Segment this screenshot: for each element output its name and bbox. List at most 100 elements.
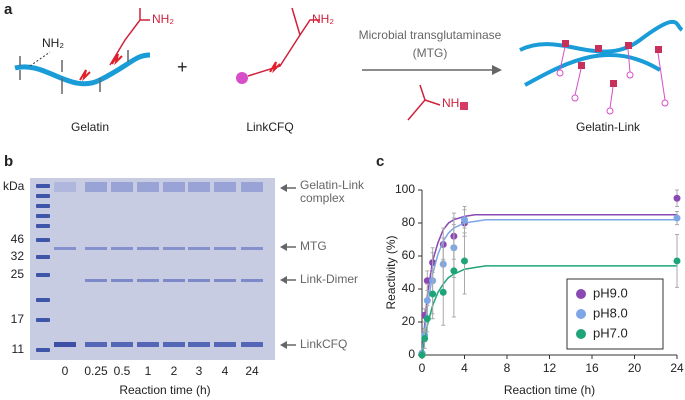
- point: [439, 288, 447, 296]
- band: [54, 247, 76, 250]
- probe-ball: [236, 72, 248, 84]
- band: [214, 247, 236, 250]
- y-axis-label: Reactivity (%): [384, 235, 398, 309]
- legend-label: pH9.0: [593, 285, 628, 300]
- gelatin-strand: [14, 52, 151, 87]
- point: [461, 216, 468, 224]
- label: Gelatin-Link: [576, 120, 641, 134]
- band-label: LinkCFQ: [300, 337, 347, 351]
- band-label: MTG: [300, 239, 327, 253]
- point: [429, 290, 437, 298]
- ladder-band: [36, 204, 50, 208]
- ladder-band: [36, 348, 50, 352]
- lane-label: 0.25: [84, 364, 108, 378]
- band: [163, 279, 185, 282]
- ladder-band: [36, 255, 50, 259]
- point: [423, 315, 431, 323]
- x-tick-label: 20: [628, 361, 642, 375]
- legend-marker: [576, 309, 586, 319]
- panel-c: c 0 20 40 60 80 100 0 4 8 12 16 20 24 Reaction time (…: [376, 153, 684, 397]
- band: [163, 182, 185, 192]
- band-label: complex: [300, 191, 345, 205]
- bond: [29, 51, 51, 67]
- panel-label: c: [376, 153, 384, 170]
- label: Gelatin: [71, 120, 109, 134]
- ladder-band: [36, 273, 50, 277]
- band: [137, 182, 159, 192]
- arrows: [19, 50, 129, 94]
- lane-label: 3: [196, 364, 203, 378]
- point: [450, 267, 458, 275]
- point: [421, 335, 429, 342]
- group-label: NH₂: [42, 36, 64, 50]
- bond-label: NH: [442, 96, 459, 110]
- band: [137, 342, 159, 347]
- ladder-band: [36, 238, 50, 242]
- point: [423, 277, 431, 285]
- point: [673, 257, 681, 265]
- band: [241, 182, 263, 192]
- point: [673, 214, 681, 222]
- ladder-band: [36, 224, 50, 228]
- band: [111, 247, 133, 250]
- lane-label: 4: [222, 364, 229, 378]
- ladder-band: [36, 184, 50, 188]
- lane-label: 1: [145, 364, 152, 378]
- band: [54, 342, 76, 347]
- linkcfq-chain: [247, 7, 320, 77]
- glutamine: [109, 8, 150, 66]
- legend-label: pH7.0: [593, 325, 628, 340]
- band: [137, 247, 159, 250]
- x-tick-label: 24: [670, 361, 684, 375]
- band: [111, 182, 133, 192]
- band: [214, 342, 236, 347]
- arrow-head: [280, 341, 287, 349]
- band: [85, 247, 107, 250]
- ladder-band: [36, 214, 50, 218]
- band: [241, 247, 263, 250]
- reactive-site: [79, 53, 123, 82]
- arrow-head: [280, 184, 287, 192]
- lane-label: 0.5: [114, 364, 131, 378]
- label: LinkCFQ: [246, 120, 293, 134]
- x-tick-label: 8: [504, 361, 511, 375]
- y-tick-label: 60: [402, 248, 416, 262]
- band: [188, 182, 210, 192]
- arrow-head: [492, 65, 502, 75]
- amide: [407, 84, 441, 121]
- panel-label: b: [4, 153, 13, 170]
- plus: +: [177, 57, 188, 77]
- band: [241, 342, 263, 347]
- ladder-band: [36, 318, 50, 322]
- group-label: NH₂: [152, 12, 174, 26]
- arrow-head: [280, 243, 287, 251]
- band: [214, 279, 236, 282]
- ladder-label: 32: [11, 249, 25, 263]
- band: [163, 247, 185, 250]
- arrow-head: [280, 276, 287, 284]
- legend-label: pH8.0: [593, 305, 628, 320]
- group-label: NH₂: [312, 12, 334, 26]
- x-tick-label: 0: [419, 361, 426, 375]
- y-tick-label: 100: [395, 182, 415, 196]
- panel-label: a: [4, 1, 13, 18]
- point: [423, 297, 431, 305]
- panel-a: a NH₂ NH₂ + Gelatin NH₂ LinkCFQ Microbia…: [4, 1, 684, 134]
- band: [111, 279, 133, 282]
- probes: [556, 46, 669, 115]
- legend-marker: [576, 289, 586, 299]
- x-axis-label: Reaction time (h): [504, 383, 595, 397]
- band: [188, 247, 210, 250]
- band: [85, 182, 107, 192]
- ladder-band: [36, 194, 50, 198]
- lane-label: 0: [62, 364, 69, 378]
- ladder-band: [36, 298, 50, 302]
- band: [188, 342, 210, 347]
- ladder-label: 11: [12, 342, 25, 356]
- band: [85, 342, 107, 347]
- x-tick-label: 12: [543, 361, 557, 375]
- band-label: Link-Dimer: [300, 272, 358, 286]
- link-square: [460, 102, 468, 110]
